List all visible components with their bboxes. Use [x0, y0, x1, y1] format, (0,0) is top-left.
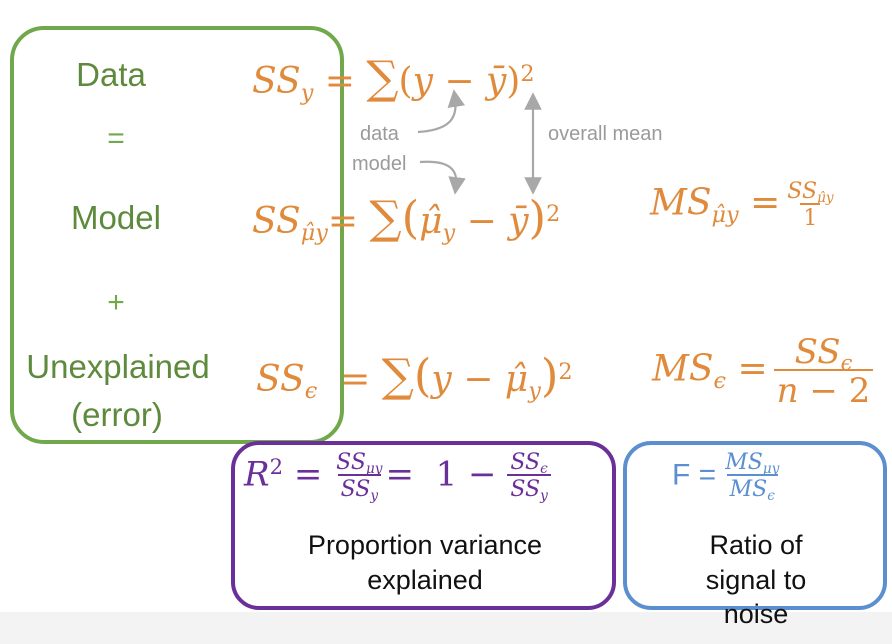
overall-mean-annotation: overall mean [548, 123, 663, 145]
model-arrow [419, 160, 466, 195]
data-label: Data [76, 56, 146, 93]
data-annotation: data [360, 123, 399, 145]
decomposition-box [10, 26, 344, 444]
bottom-strip [0, 612, 892, 644]
data-arrow [417, 89, 466, 134]
f-caption: Ratio of signal to noise [688, 528, 824, 632]
r-squared-caption: Proportion variance explained [308, 528, 542, 597]
model-annotation: model [352, 153, 407, 175]
ss-y-equation: SSy = ∑(y − ȳ)2 [252, 51, 535, 107]
f-equation: F = MSμy MSϵ [672, 450, 780, 505]
r-squared-equation: R2 = SSμy SSy = 1 − SSϵ SSy [244, 452, 551, 503]
r-squared-box [231, 441, 616, 610]
unexplained-label: Unexplained [26, 348, 210, 385]
error-label: (error) [71, 396, 163, 433]
ss-error-equation: SSϵ = ∑(y − μ̂y)2 [256, 349, 573, 405]
r-squared-caption-line2: explained [367, 564, 483, 595]
f-statistic-box [623, 441, 887, 610]
ms-error-equation: MSϵ = SSϵ n − 2 [652, 335, 874, 408]
f-symbol: F [672, 458, 691, 492]
plus-sign: + [107, 286, 125, 319]
equals-sign: = [107, 122, 125, 155]
ss-model-equation: SSμ̂y= ∑(μ̂y − ȳ)2 [252, 191, 561, 247]
f-caption-line1: Ratio of [709, 530, 803, 560]
f-caption-line2: signal to noise [705, 564, 807, 630]
ms-model-equation: MSμ̂y = SSμ̂y 1 [650, 179, 834, 231]
model-label: Model [71, 199, 161, 236]
r-squared-caption-line1: Proportion variance [307, 530, 543, 560]
